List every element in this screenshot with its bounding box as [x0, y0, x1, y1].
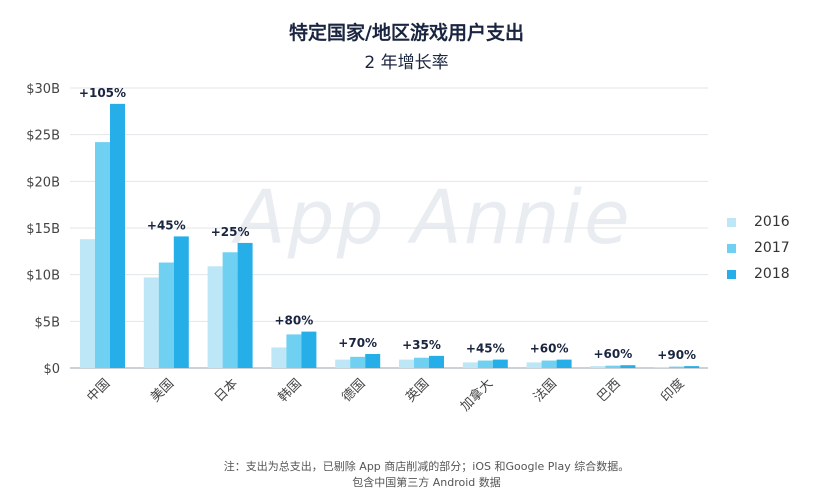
bar-2017 [541, 360, 557, 368]
footnote-line-2: 包含中国第三方 Android 数据 [352, 476, 501, 489]
bar-2017 [477, 360, 493, 368]
growth-label: +45% [147, 218, 186, 232]
growth-label: +105% [79, 86, 126, 100]
bar-2016 [526, 362, 542, 368]
legend-label-2016: 2016 [754, 214, 790, 230]
growth-label: +80% [275, 314, 314, 328]
bar-2016 [271, 347, 287, 368]
bar-2018 [684, 366, 700, 368]
y-tick-label: $0 [43, 362, 60, 377]
bar-2016 [143, 277, 159, 368]
x-tick-label: 巴西 [595, 376, 624, 405]
legend-swatch-2018 [727, 269, 736, 279]
y-tick-label: $15B [26, 222, 60, 237]
bar-2018 [492, 359, 508, 368]
legend: 2016 2017 2018 [727, 209, 790, 287]
growth-label: +90% [657, 348, 696, 362]
legend-item-2016: 2016 [727, 209, 790, 235]
bar-2017 [669, 366, 685, 368]
bar-2017 [95, 142, 110, 368]
bar-2018 [365, 354, 381, 368]
bar-2018 [620, 365, 636, 368]
bar-2018 [556, 359, 572, 368]
x-tick-label: 韩国 [276, 376, 305, 405]
chart-subtitle: 2 年增长率 [364, 53, 449, 73]
x-tick-label: 英国 [403, 376, 432, 405]
bar-2016 [654, 367, 670, 368]
legend-label-2018: 2018 [754, 266, 790, 282]
growth-label: +25% [211, 225, 250, 239]
x-tick-label: 中国 [84, 376, 113, 405]
bar-2017 [158, 262, 174, 368]
y-tick-label: $10B [26, 269, 60, 284]
bar-2016 [590, 366, 606, 368]
chart-title: 特定国家/地区游戏用户支出 [289, 22, 524, 44]
watermark: App Annie [235, 175, 632, 261]
bar-2017 [222, 252, 238, 368]
bar-2016 [335, 359, 351, 368]
bar-2018 [173, 236, 189, 368]
x-tick-label: 法国 [531, 376, 560, 405]
legend-item-2017: 2017 [727, 235, 790, 261]
bar-2017 [605, 365, 621, 368]
legend-swatch-2016 [727, 217, 736, 227]
bar-2018 [301, 331, 317, 368]
bar-2017 [286, 334, 302, 368]
growth-label: +60% [594, 347, 633, 361]
y-tick-label: $25B [26, 129, 60, 144]
x-tick-label: 日本 [212, 376, 241, 405]
y-tick-label: $5B [35, 315, 60, 330]
x-tick-label: 加拿大 [457, 376, 496, 415]
x-tick-label: 德国 [340, 376, 369, 405]
bar-2016 [399, 359, 414, 368]
legend-item-2018: 2018 [727, 261, 790, 287]
legend-swatch-2017 [727, 243, 736, 253]
y-tick-label: $20B [26, 175, 60, 190]
x-tick-label: 美国 [148, 376, 177, 405]
bar-2018 [110, 103, 125, 368]
growth-label: +35% [402, 338, 441, 352]
bar-2016 [80, 239, 95, 368]
legend-label-2017: 2017 [754, 240, 790, 256]
growth-label: +45% [466, 342, 505, 356]
bar-2016 [207, 266, 223, 368]
bar-2018 [429, 355, 444, 368]
footnote-line-1: 注：支出为总支出，已剔除 App 商店削减的部分；iOS 和Google Pla… [223, 460, 630, 473]
x-tick-label: 印度 [658, 376, 688, 406]
growth-label: +60% [530, 342, 569, 356]
bar-2018 [237, 242, 253, 368]
bar-2017 [350, 356, 366, 368]
bar-2016 [462, 362, 478, 368]
bar-2017 [414, 357, 429, 368]
growth-label: +70% [338, 336, 377, 350]
y-tick-label: $30B [26, 82, 60, 97]
